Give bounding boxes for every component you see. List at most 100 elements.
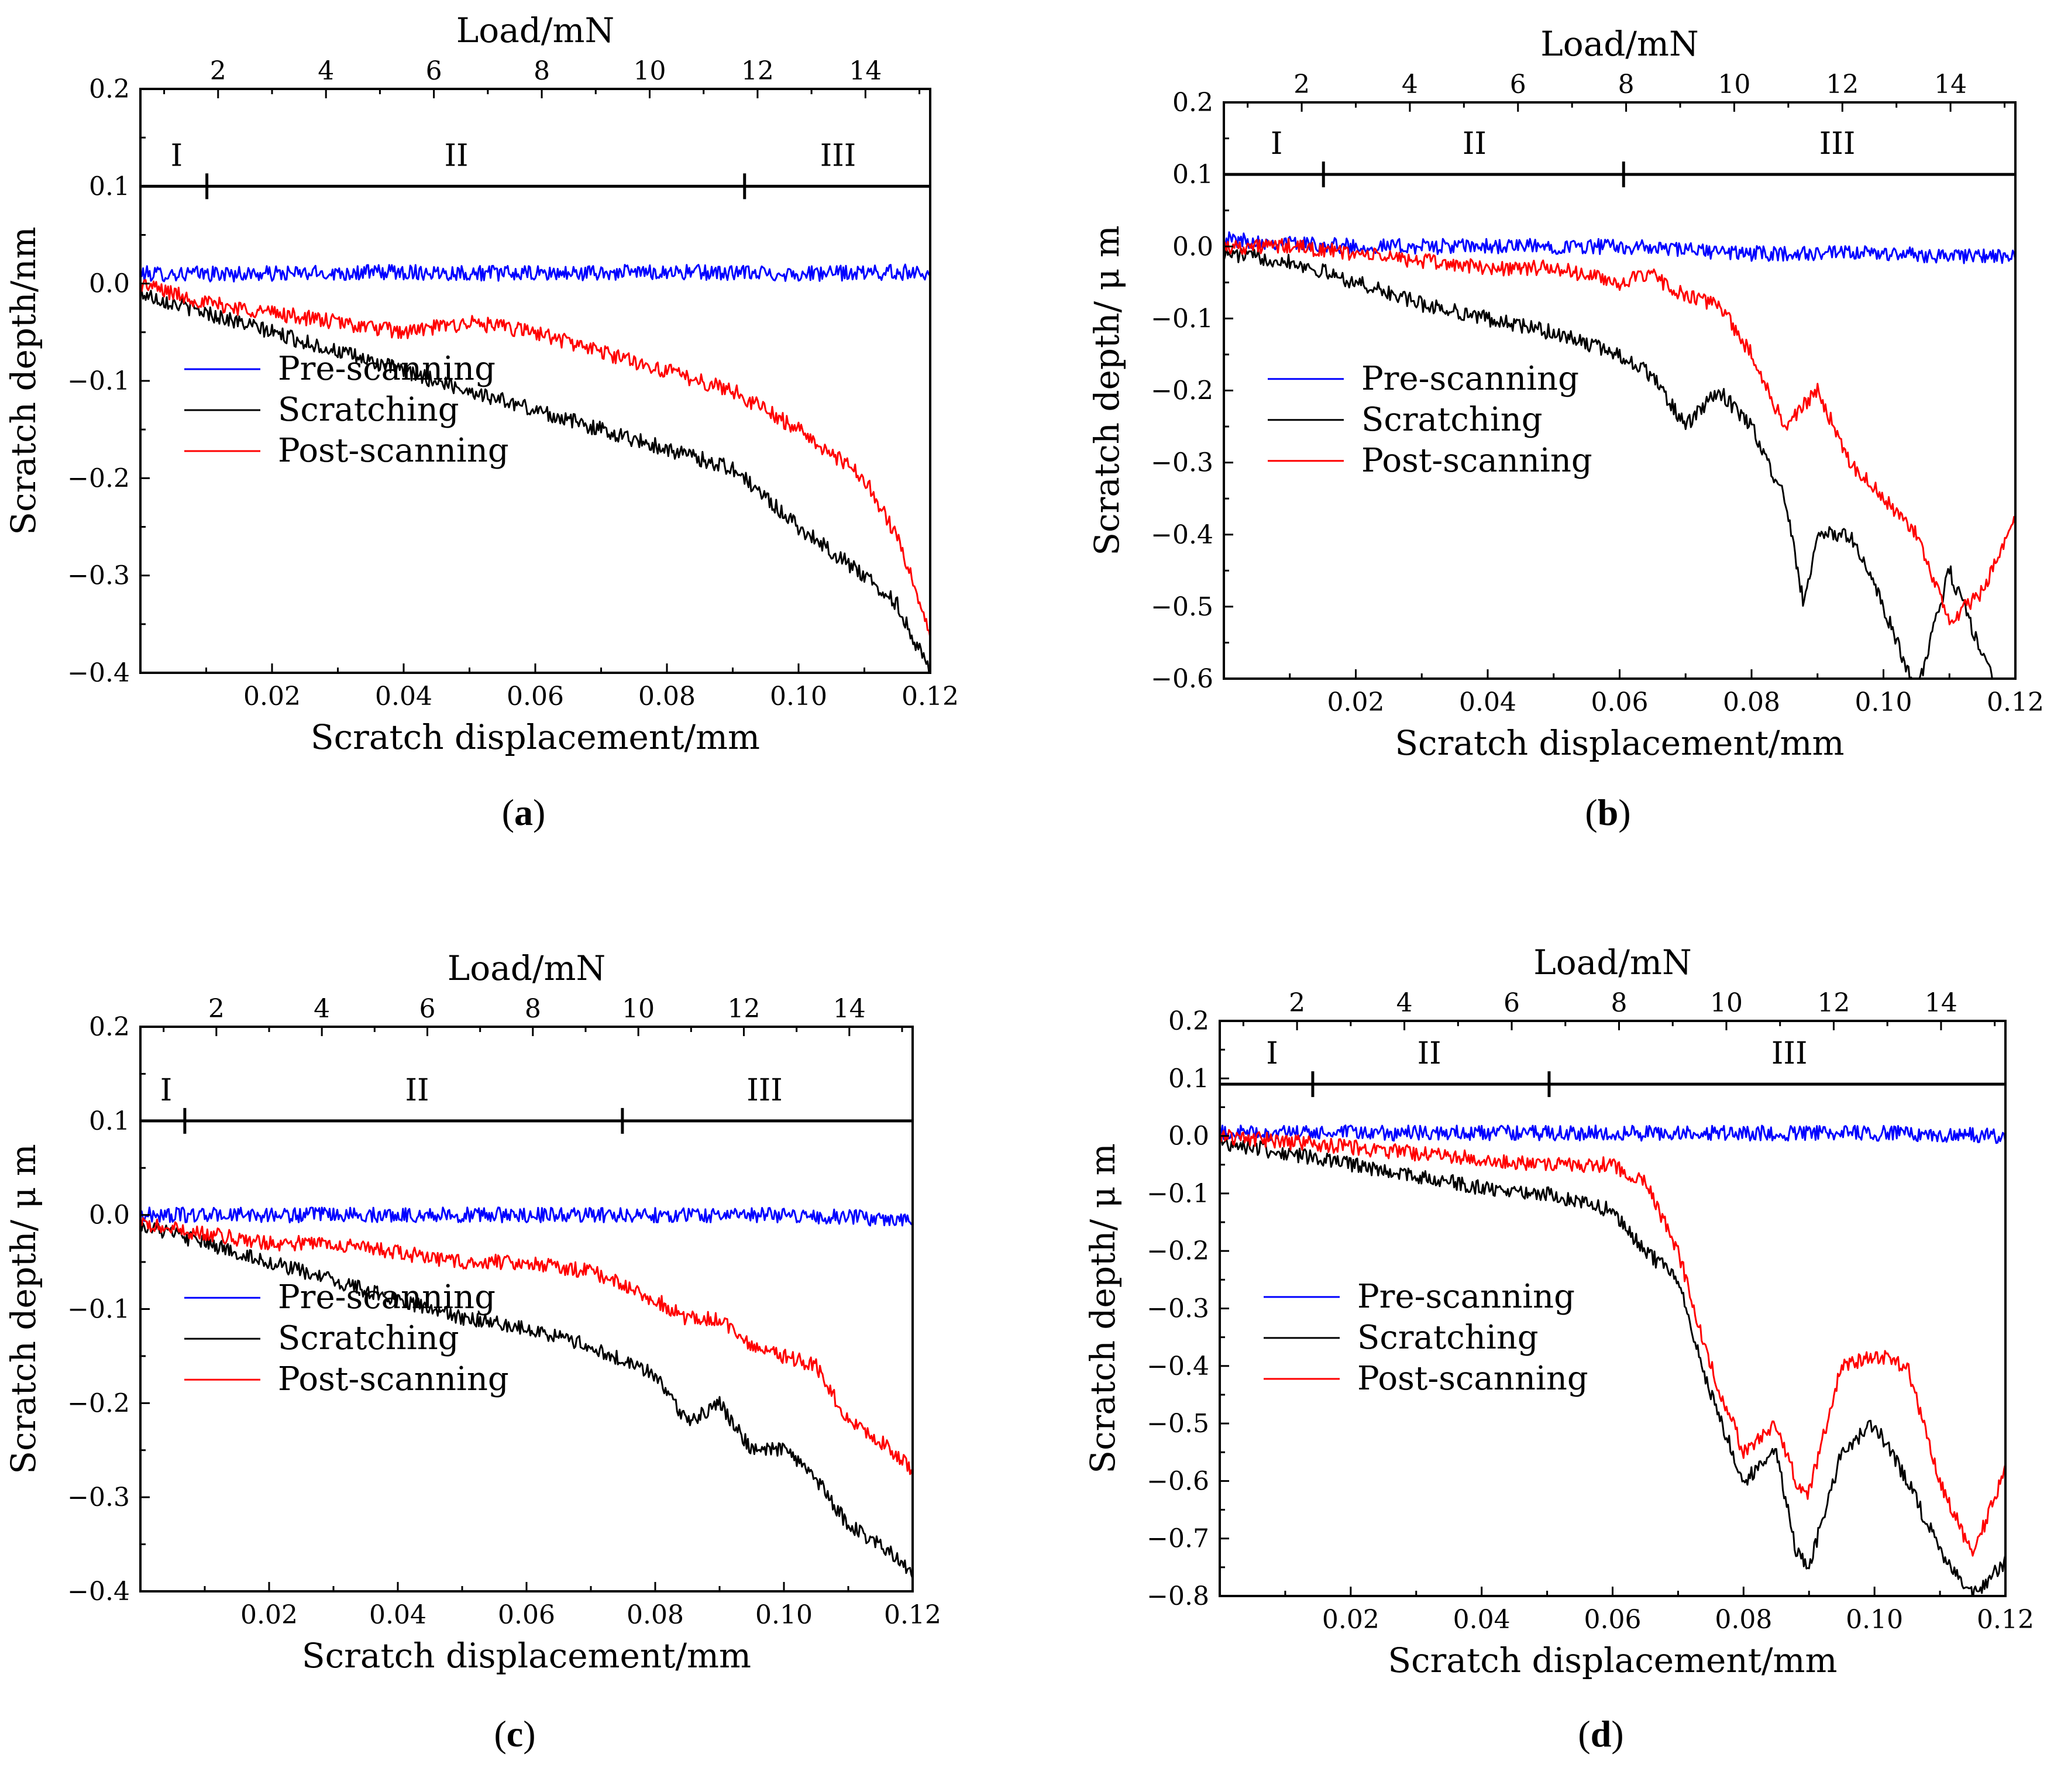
- y-tick-label: −0.3: [1147, 1294, 1209, 1324]
- panel-caption: (c): [494, 1713, 535, 1755]
- load-tick-label: 10: [633, 56, 666, 86]
- legend-label: Pre-scanning: [1357, 1278, 1575, 1316]
- plot-frame: [139, 1026, 914, 1592]
- x-tick-label: 0.08: [1715, 1605, 1772, 1635]
- chart-panel-b: 0.02 0.04 0.06 0.08 0.10 0.12 2 4 6 8 10 12 14 −0.6 −0…: [1087, 24, 2044, 833]
- chart-panel-a: 0.02 0.04 0.06 0.08 0.10 0.12 2 4 6 8 10 12 14 −0.4 −0…: [4, 11, 959, 833]
- load-tick-label: 6: [1510, 70, 1526, 99]
- load-tick-label: 4: [318, 56, 334, 86]
- x-axis-title: Scratch displacement/mm: [302, 1636, 751, 1676]
- plot-frame: [1223, 101, 2017, 680]
- y-tick-label: −0.1: [1147, 1179, 1209, 1209]
- load-tick-label: 4: [314, 994, 330, 1024]
- y-tick-label: −0.5: [1147, 1409, 1209, 1439]
- y-axis-title: Scratch depth/ μ m: [4, 1144, 43, 1474]
- load-tick-label: 10: [1710, 988, 1743, 1018]
- legend-label: Post-scanning: [1361, 442, 1592, 480]
- region-label: I: [1271, 126, 1283, 161]
- series-line-pre-scanning: [1220, 1124, 2005, 1144]
- y-tick-label: −0.1: [67, 1295, 130, 1325]
- y-tick-label: −0.3: [67, 561, 130, 591]
- load-tick-label: 6: [426, 56, 442, 86]
- x-tick-label: 0.02: [1327, 687, 1385, 717]
- region-label: III: [1771, 1036, 1808, 1071]
- load-tick-label: 14: [1934, 70, 1967, 99]
- y-tick-label: −0.2: [67, 1388, 130, 1418]
- region-label: I: [160, 1073, 173, 1108]
- region-label: III: [746, 1073, 783, 1108]
- y-tick-label: −0.5: [1151, 592, 1213, 622]
- x-tick-label: 0.12: [1977, 1605, 2034, 1635]
- x-tick-label: 0.08: [638, 682, 696, 711]
- plot-frame: [139, 88, 931, 674]
- chart-panel-c: 0.02 0.04 0.06 0.08 0.10 0.12 2 4 6 8 10 12 14 −0.4 −0…: [4, 948, 941, 1755]
- y-tick-label: 0.0: [1172, 232, 1213, 262]
- x-tick-label: 0.02: [1322, 1605, 1379, 1635]
- x-tick-label: 0.04: [1459, 687, 1516, 717]
- series-line-post-scanning: [140, 1217, 913, 1477]
- region-label: II: [1463, 126, 1487, 161]
- region-label: II: [405, 1073, 429, 1108]
- region-label: III: [1819, 126, 1856, 161]
- y-tick-label: 0.1: [1168, 1064, 1209, 1093]
- load-tick-label: 2: [1293, 70, 1310, 99]
- x-tick-label: 0.06: [1584, 1605, 1642, 1635]
- load-tick-label: 10: [622, 994, 655, 1024]
- x-tick-label: 0.10: [755, 1600, 813, 1630]
- load-tick-label: 14: [849, 56, 882, 86]
- series-line-pre-scanning: [140, 1206, 913, 1227]
- load-tick-label: 2: [210, 56, 226, 86]
- series-group: [140, 1206, 913, 1579]
- region-label: III: [820, 138, 856, 173]
- load-tick-label: 12: [741, 56, 774, 86]
- series-line-scratching: [1224, 246, 1993, 679]
- plot-frame: [1219, 1020, 2007, 1597]
- x-axis-title: Scratch displacement/mm: [311, 717, 760, 757]
- panel-caption: (d): [1578, 1713, 1623, 1755]
- chart-panel-d: 0.02 0.04 0.06 0.08 0.10 0.12 2 4 6 8 10 12 14 −0.8 −0…: [1083, 943, 2034, 1755]
- load-tick-label: 12: [727, 994, 760, 1024]
- y-tick-label: 0.0: [1168, 1122, 1209, 1151]
- legend-label: Pre-scanning: [1361, 360, 1579, 398]
- legend-label: Scratching: [1357, 1319, 1539, 1357]
- y-tick-label: −0.4: [1147, 1351, 1209, 1381]
- region-label: II: [1417, 1036, 1441, 1071]
- x-tick-label: 0.06: [498, 1600, 555, 1630]
- panel-caption: (b): [1585, 792, 1630, 833]
- panel-caption: (a): [502, 792, 546, 833]
- load-tick-label: 14: [833, 994, 866, 1024]
- load-axis-title: Load/mN: [1533, 943, 1691, 982]
- x-tick-label: 0.10: [1855, 687, 1912, 717]
- load-axis-title: Load/mN: [456, 11, 614, 50]
- y-axis-title: Scratch depth/nm: [4, 226, 43, 535]
- y-tick-label: −0.8: [1147, 1581, 1209, 1611]
- legend-label: Post-scanning: [1357, 1360, 1588, 1398]
- legend-label: Scratching: [278, 1319, 459, 1357]
- series-line-scratching: [140, 290, 930, 673]
- x-tick-label: 0.10: [1846, 1605, 1903, 1635]
- y-tick-label: −0.4: [1151, 520, 1213, 550]
- y-tick-label: −0.4: [67, 1577, 130, 1607]
- y-tick-label: −0.2: [1151, 376, 1213, 406]
- x-tick-label: 0.06: [1591, 687, 1649, 717]
- load-axis-title: Load/mN: [1540, 24, 1698, 64]
- load-tick-label: 8: [1618, 70, 1635, 99]
- y-tick-label: 0.2: [89, 1012, 130, 1042]
- y-tick-label: 0.1: [89, 171, 130, 201]
- y-tick-label: 0.0: [89, 1201, 130, 1230]
- load-tick-label: 4: [1402, 70, 1418, 99]
- x-tick-label: 0.04: [369, 1600, 426, 1630]
- x-tick-label: 0.12: [902, 682, 959, 711]
- y-tick-label: 0.1: [89, 1106, 130, 1136]
- series-line-scratching: [140, 1220, 913, 1579]
- load-tick-label: 8: [1611, 988, 1628, 1018]
- y-tick-label: −0.6: [1147, 1466, 1209, 1496]
- load-tick-label: 12: [1826, 70, 1859, 99]
- x-tick-label: 0.02: [243, 682, 301, 711]
- legend-label: Pre-scanning: [278, 1278, 496, 1316]
